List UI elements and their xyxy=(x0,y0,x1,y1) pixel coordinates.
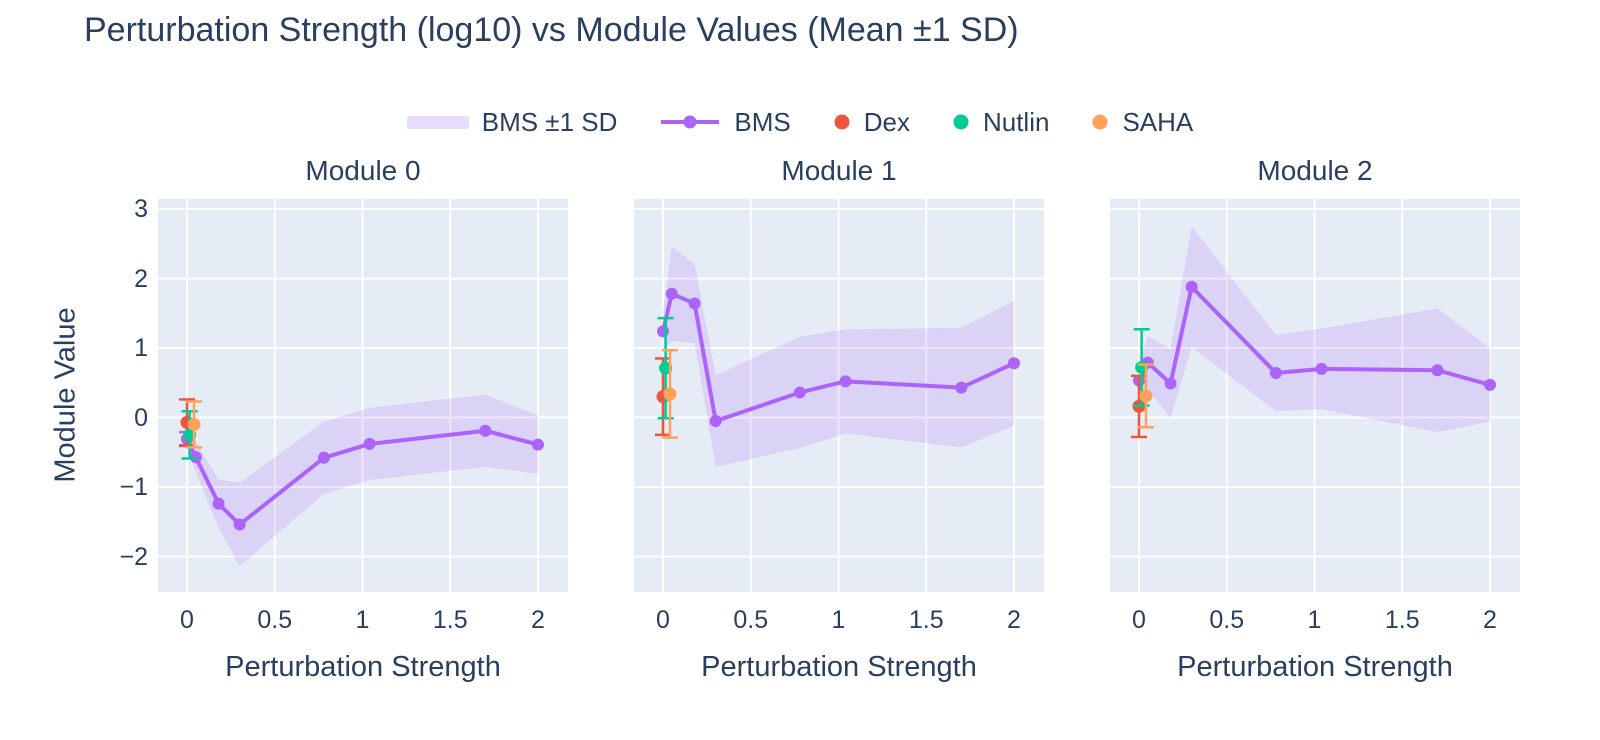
x-tick-label: 2 xyxy=(1483,606,1497,634)
subplot-title: Module 2 xyxy=(1257,155,1373,186)
bms-marker[interactable] xyxy=(189,451,202,464)
line-marker-swatch-icon xyxy=(661,115,720,129)
bms-marker[interactable] xyxy=(1185,280,1198,293)
y-tick-label: −2 xyxy=(119,542,148,571)
bms-marker[interactable] xyxy=(709,414,722,427)
x-tick-label: 0 xyxy=(656,606,670,634)
bms-marker[interactable] xyxy=(363,437,376,450)
bms-marker[interactable] xyxy=(657,325,669,338)
bms-line xyxy=(185,428,540,527)
legend-item-dex[interactable]: Dex xyxy=(833,107,910,138)
x-tick-label: 2 xyxy=(531,606,545,634)
y-tick-label: 2 xyxy=(134,264,148,293)
x-tick-label: 1 xyxy=(1307,606,1322,634)
legend-item-nutlin[interactable]: Nutlin xyxy=(952,107,1049,138)
legend-label: SAHA xyxy=(1122,106,1194,137)
dot-swatch-icon xyxy=(834,114,850,130)
x-tick-label: 1.5 xyxy=(1384,606,1420,634)
band-swatch-icon xyxy=(406,115,469,129)
y-tick-label: 3 xyxy=(134,195,148,223)
y-tick-label: −1 xyxy=(119,473,148,501)
bms-marker[interactable] xyxy=(317,451,330,464)
x-axis-title: Perturbation Strength xyxy=(225,651,501,683)
plot-area-module-1[interactable] xyxy=(634,199,1044,592)
bms-marker[interactable] xyxy=(532,438,544,451)
x-axis-title: Perturbation Strength xyxy=(701,651,977,683)
bms-marker[interactable] xyxy=(1008,357,1020,370)
x-tick-label: 1.5 xyxy=(908,606,944,634)
saha-marker[interactable] xyxy=(663,387,677,401)
x-tick-label: 0.5 xyxy=(733,606,769,634)
y-axis-title: Module Value xyxy=(49,307,82,483)
dot-swatch-icon xyxy=(953,114,969,130)
dot-swatch-icon xyxy=(1092,114,1108,130)
bms-marker[interactable] xyxy=(479,424,492,437)
x-tick-label: 0 xyxy=(180,606,194,634)
legend-label: BMS ±1 SD xyxy=(481,106,618,137)
subplot-title: Module 1 xyxy=(781,155,897,186)
x-tick-label: 0.5 xyxy=(257,606,293,634)
legend-item-bms[interactable]: BMS xyxy=(659,106,791,138)
x-tick-label: 2 xyxy=(1007,606,1021,634)
bms-marker[interactable] xyxy=(688,297,701,310)
y-tick-label: 1 xyxy=(134,334,148,362)
bms-marker[interactable] xyxy=(1269,367,1282,380)
x-tick-label: 1 xyxy=(355,606,370,634)
bms-marker[interactable] xyxy=(212,497,225,510)
bms-sd-band xyxy=(1139,226,1490,433)
saha-marker[interactable] xyxy=(187,417,201,431)
subplot-title: Module 0 xyxy=(305,155,421,186)
saha-marker[interactable] xyxy=(1139,389,1153,403)
bms-marker[interactable] xyxy=(1484,378,1496,391)
x-tick-label: 0.5 xyxy=(1209,606,1245,634)
bms-marker[interactable] xyxy=(1431,364,1444,377)
bms-marker[interactable] xyxy=(1315,362,1328,375)
x-tick-label: 0 xyxy=(1132,606,1146,634)
legend-item-saha[interactable]: SAHA xyxy=(1091,107,1193,138)
bms-marker[interactable] xyxy=(665,287,678,300)
legend-label: Nutlin xyxy=(982,106,1050,137)
bms-marker[interactable] xyxy=(1164,377,1177,390)
legend: BMS ±1 SD BMS Dex Nutlin SAHA xyxy=(0,98,1600,146)
x-axis-title: Perturbation Strength xyxy=(1177,651,1453,683)
bms-marker[interactable] xyxy=(839,375,852,388)
bms-marker[interactable] xyxy=(793,386,806,399)
bms-sd-band xyxy=(187,394,538,567)
legend-label: Dex xyxy=(863,106,910,137)
figure-title: Perturbation Strength (log10) vs Module … xyxy=(84,11,1019,49)
y-tick-label: 0 xyxy=(134,403,148,432)
plot-area-module-2[interactable] xyxy=(1110,199,1520,592)
x-tick-label: 1.5 xyxy=(432,606,468,634)
bms-marker[interactable] xyxy=(233,518,246,531)
legend-label: BMS xyxy=(734,106,791,137)
bms-sd-band xyxy=(663,246,1014,467)
legend-item-bms-band[interactable]: BMS ±1 SD xyxy=(406,106,618,138)
bms-marker[interactable] xyxy=(955,381,968,394)
x-tick-label: 1 xyxy=(831,606,846,634)
plot-area-module-0[interactable] xyxy=(158,199,568,592)
